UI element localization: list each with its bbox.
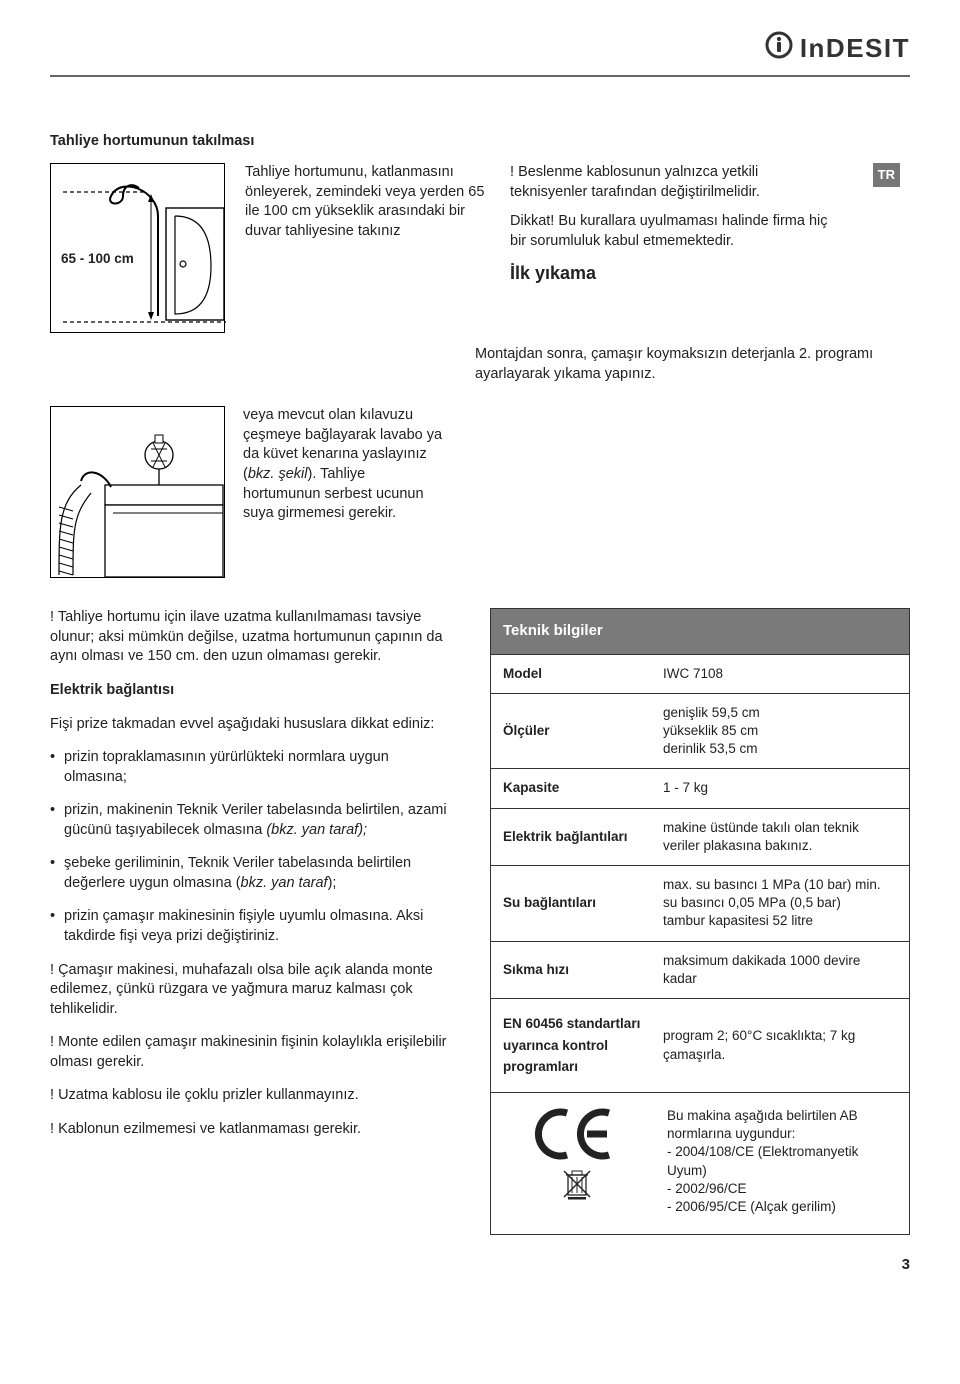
warn-extension-hose: ! Tahliye hortumu için ilave uzatma kull…: [50, 608, 455, 667]
table-row: Sıkma hızı maksimum dakikada 1000 devire…: [491, 941, 909, 998]
exclaim-icon: !: [50, 1087, 54, 1103]
ce-mark-icon: [527, 1107, 627, 1161]
figure-drain-height: 65 - 100 cm: [50, 163, 225, 333]
weee-bin-icon: [560, 1167, 594, 1201]
figure2-block: veya mevcut olan kılavuzu çeşmeye bağlay…: [50, 406, 455, 578]
list-item: prizin çamaşır makinesinin fişiyle uyuml…: [50, 907, 455, 946]
figure-sink-hose: [50, 406, 225, 578]
table-row: Su bağlantıları max. su basıncı 1 MPa (1…: [491, 865, 909, 941]
table-row: Model IWC 7108: [491, 654, 909, 693]
technical-specs-table: Teknik bilgiler Model IWC 7108 Ölçüler g…: [490, 608, 910, 1235]
table-row: Ölçüler genişlik 59,5 cm yükseklik 85 cm…: [491, 693, 909, 769]
page-header: InDESIT: [50, 30, 910, 67]
warn-outdoor: ! Çamaşır makinesi, muhafazalı olsa bile…: [50, 961, 455, 1020]
brand-logo: InDESIT: [800, 31, 910, 66]
header-divider: [50, 75, 910, 77]
para-hose-mount: Tahliye hortumunu, katlanmasını önleyere…: [245, 163, 490, 241]
electric-bullet-list: prizin topraklamasının yürürlükteki norm…: [50, 748, 455, 947]
right-column: Teknik bilgiler Model IWC 7108 Ölçüler g…: [490, 608, 910, 1235]
list-item: prizin topraklamasının yürürlükteki norm…: [50, 748, 455, 787]
warn-plug-access: ! Monte edilen çamaşır makinesinin fişin…: [50, 1033, 455, 1072]
exclaim-icon: !: [510, 164, 514, 180]
compliance-symbols: [503, 1107, 651, 1201]
tech-header: Teknik bilgiler: [491, 609, 909, 653]
exclaim-icon: !: [50, 609, 54, 625]
exclaim-icon: !: [50, 1034, 54, 1050]
warn-compliance: Dikkat! Bu kurallara uyulmaması halinde …: [510, 212, 830, 251]
exclaim-icon: !: [50, 962, 54, 978]
page-number: 3: [50, 1255, 910, 1275]
figure2-text: veya mevcut olan kılavuzu çeşmeye bağlay…: [243, 406, 443, 578]
right-warnings-col: ! Beslenme kablosunun yalnızca yetkili t…: [510, 163, 830, 286]
first-wash-text: Montajdan sonra, çamaşır koymaksızın det…: [475, 345, 910, 384]
language-badge: TR: [873, 163, 900, 187]
warn-no-extension: ! Uzatma kablosu ile çoklu prizler kulla…: [50, 1086, 455, 1106]
logo-symbol: [764, 30, 794, 67]
electric-intro: Fişi prize takmadan evvel aşağıdaki husu…: [50, 715, 455, 735]
section-title-electric: Elektrik bağlantısı: [50, 681, 455, 701]
table-row: Kapasite 1 - 7 kg: [491, 768, 909, 807]
exclaim-icon: !: [50, 1121, 54, 1137]
table-row: Elektrik bağlantıları makine üstünde tak…: [491, 808, 909, 865]
list-item: prizin, makinenin Teknik Veriler tabelas…: [50, 801, 455, 840]
left-column: ! Tahliye hortumu için ilave uzatma kull…: [50, 608, 455, 1235]
top-section: Tahliye hortumunun takılması 65: [50, 132, 910, 385]
ce-compliance-row: Bu makina aşağıda belirtilen AB normları…: [491, 1092, 909, 1234]
warn-cable-squash: ! Kablonun ezilmemesi ve katlanmaması ge…: [50, 1120, 455, 1140]
figure-height-label: 65 - 100 cm: [61, 250, 134, 268]
hose-instruction-text: Tahliye hortumunu, katlanmasını önleyere…: [245, 163, 490, 251]
section-title-hose: Tahliye hortumunun takılması: [50, 132, 910, 152]
first-wash-heading: İlk yıkama: [510, 261, 830, 285]
ce-compliance-text: Bu makina aşağıda belirtilen AB normları…: [667, 1107, 897, 1216]
list-item: şebeke geriliminin, Teknik Veriler tabel…: [50, 854, 455, 893]
table-row: EN 60456 standartları uyarınca kontrol p…: [491, 998, 909, 1092]
warn-cable-replace: ! Beslenme kablosunun yalnızca yetkili t…: [510, 163, 830, 202]
